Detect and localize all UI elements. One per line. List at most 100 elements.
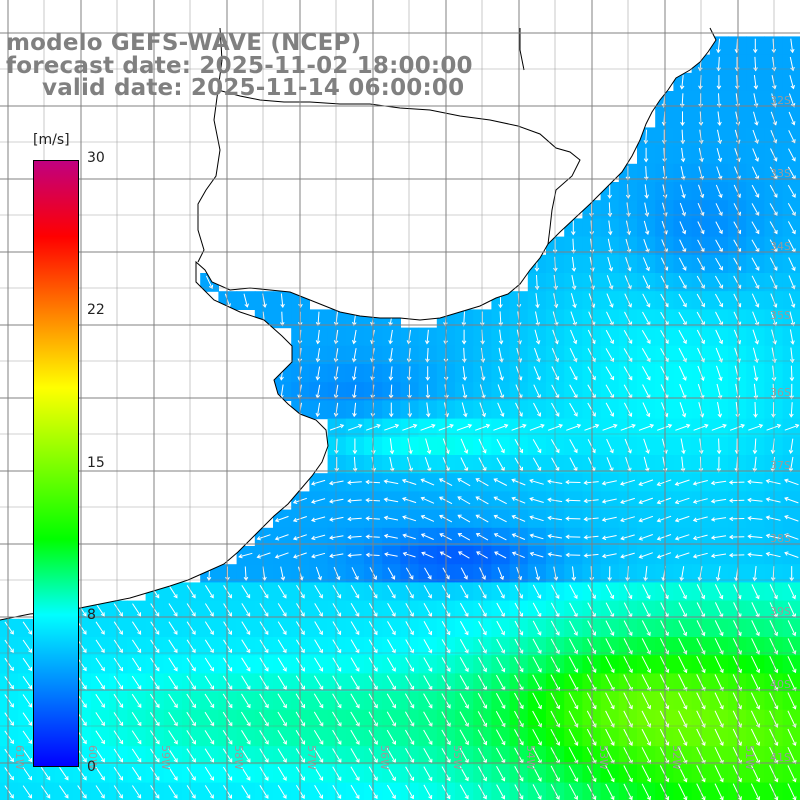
wind-arrow [350,603,360,617]
wind-arrow-head [773,631,778,637]
wind-arrow-head [773,650,779,655]
wind-arrow [462,384,466,399]
wind-arrow [660,602,669,618]
wind-arrow-head [246,667,251,672]
wind-arrow-head [351,358,357,363]
wind-arrow-head [574,668,579,673]
wind-arrow [769,765,778,782]
wind-arrow-head [674,536,680,541]
wind-arrow-head [700,376,705,382]
wind-arrow [77,712,87,726]
wind-arrow-head [355,740,360,745]
wind-arrow [789,56,794,71]
wind-arrow-head [698,85,703,90]
wind-arrow-head [792,687,797,692]
wind-arrow [350,584,360,599]
wind-arrow [424,457,431,472]
wind-arrow-head [311,517,316,523]
wind-arrow-head [553,267,558,272]
wind-arrow-head [446,612,451,617]
wind-arrow-head [301,704,305,709]
wind-arrow-head [663,212,668,217]
wind-arrow [405,784,414,799]
wind-arrow-head [347,534,352,540]
wind-arrow [423,584,432,599]
wind-arrow-head [755,229,760,235]
wind-arrow [95,603,105,617]
wind-arrow-head [791,230,796,235]
wind-arrow [405,639,414,653]
wind-arrow [605,728,615,746]
wind-arrow-head [784,478,789,483]
wind-arrow [241,693,251,708]
wind-arrow-head [737,741,742,747]
wind-arrow-head [311,481,316,486]
wind-arrow-head [292,517,298,523]
wind-arrow-head [483,740,488,746]
wind-arrow [718,56,720,71]
wind-arrow-head [311,499,316,504]
lat-label: 32S [770,94,791,107]
wind-arrow-head [591,376,596,381]
wind-arrow-head [540,423,545,429]
wind-arrow-head [700,358,705,363]
wind-arrow [714,638,724,655]
wind-arrow [711,424,727,431]
wind-arrow [771,93,776,107]
wind-arrow-head [228,776,233,781]
wind-arrow-head [464,776,469,782]
wind-arrow [113,785,123,799]
wind-arrow [642,602,651,618]
wind-arrow-head [118,648,123,654]
wind-arrow [494,515,507,523]
wind-arrow [715,203,723,216]
wind-arrow [733,293,741,307]
wind-arrow-head [754,358,759,363]
wind-arrow [168,785,178,799]
wind-arrow [332,729,342,745]
wind-arrow [275,515,289,522]
wind-arrow [784,424,799,431]
wind-arrow-head [9,630,14,635]
wind-arrow [259,584,269,599]
wind-arrow-head [493,478,498,483]
wind-arrow-head [137,794,142,799]
wind-arrow [659,692,669,709]
wind-arrow-head [609,449,614,454]
wind-arrow-head [137,740,142,745]
wind-arrow [770,111,777,125]
wind-arrow [787,584,796,599]
wind-arrow [642,257,650,271]
wind-arrow [568,728,578,746]
wind-arrow [678,765,687,782]
wind-arrow-head [601,535,607,541]
wind-arrow [186,766,196,781]
wind-arrow [259,657,269,672]
wind-arrow-head [498,304,503,309]
wind-arrow-head [686,423,691,429]
wind-arrow [168,711,178,726]
wind-arrow [641,728,651,746]
wind-arrow-head [293,554,298,559]
wind-arrow [311,552,326,558]
wind-arrow [532,602,542,617]
wind-arrow-head [482,594,487,599]
wind-arrow [675,515,690,522]
wind-arrow [769,783,778,800]
wind-arrow-head [191,722,196,727]
wind-arrow-head [355,594,360,599]
wind-arrow [77,748,87,762]
wind-arrow-head [555,649,560,655]
wind-arrow [77,694,87,708]
wind-arrow [459,693,469,709]
wind-arrow-head [274,554,280,559]
wind-arrow [389,329,393,344]
wind-arrow-head [753,85,759,90]
wind-arrow-head [628,631,633,637]
wind-arrow-head [511,478,516,483]
wind-arrow [639,497,654,504]
wind-arrow-head [573,339,578,345]
wind-arrow-head [553,285,558,291]
wind-arrow [316,402,321,417]
coastline-path [0,27,717,621]
